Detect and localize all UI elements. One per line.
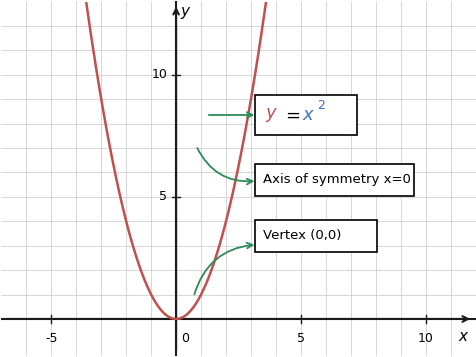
Text: 0: 0: [181, 332, 188, 346]
Text: Axis of symmetry x=0: Axis of symmetry x=0: [263, 173, 410, 186]
FancyBboxPatch shape: [254, 95, 357, 135]
Text: Vertex (0,0): Vertex (0,0): [263, 230, 341, 242]
Text: $=$: $=$: [282, 106, 300, 124]
Text: 10: 10: [417, 332, 433, 346]
Text: $y$: $y$: [264, 106, 278, 124]
Text: -5: -5: [45, 332, 58, 346]
Text: y: y: [180, 4, 189, 19]
Text: 5: 5: [296, 332, 304, 346]
FancyBboxPatch shape: [254, 220, 376, 252]
Text: $x$: $x$: [301, 106, 315, 124]
Text: 10: 10: [151, 68, 167, 81]
Text: x: x: [457, 328, 466, 343]
Text: $2$: $2$: [317, 99, 325, 112]
Text: 5: 5: [159, 190, 167, 203]
FancyBboxPatch shape: [254, 164, 414, 196]
